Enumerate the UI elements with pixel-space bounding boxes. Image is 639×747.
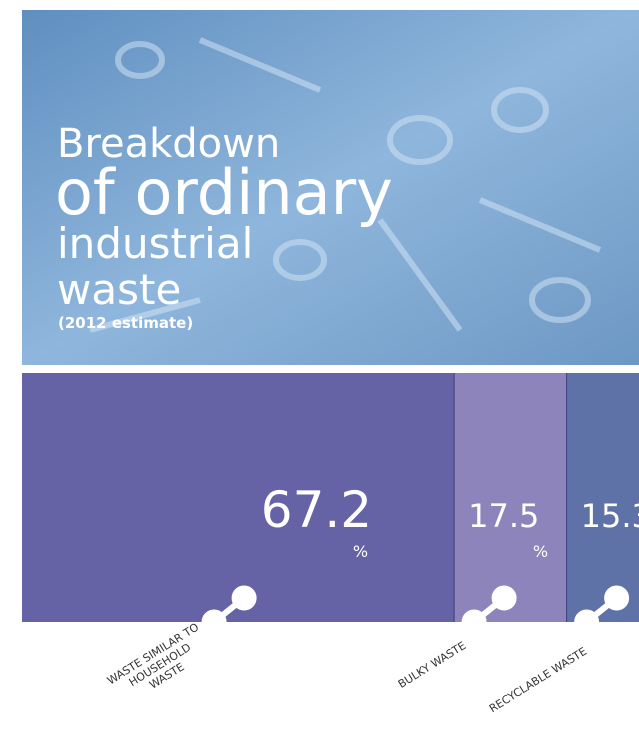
- title-line: of ordinary: [55, 156, 393, 229]
- unit-label: %: [353, 542, 368, 561]
- unit-label: %: [533, 542, 548, 561]
- bar: [566, 373, 639, 622]
- connector-icon: [574, 585, 630, 635]
- plot: 67.2%17.5%15.3%: [22, 373, 639, 635]
- bar: [22, 373, 455, 622]
- value-label: 15.3: [581, 497, 639, 535]
- photo: [22, 10, 639, 365]
- connector-dot: [604, 585, 630, 611]
- value-label: 67.2: [261, 481, 372, 539]
- connector-dot: [491, 585, 517, 611]
- bar: [454, 373, 567, 622]
- title-line: waste: [57, 265, 181, 314]
- connector-dot: [231, 585, 257, 611]
- connector-dot: [461, 609, 487, 635]
- connector-dot: [574, 609, 600, 635]
- value-label: 17.5: [468, 497, 539, 535]
- title-line: Breakdown: [57, 121, 280, 167]
- title-line: industrial: [57, 219, 253, 268]
- title: Breakdown of ordinary industrial waste (…: [55, 121, 393, 332]
- connector-dot: [201, 609, 227, 635]
- connector-icon: [201, 585, 257, 635]
- subtitle: (2012 estimate): [58, 314, 193, 332]
- connector-icon: [461, 585, 517, 635]
